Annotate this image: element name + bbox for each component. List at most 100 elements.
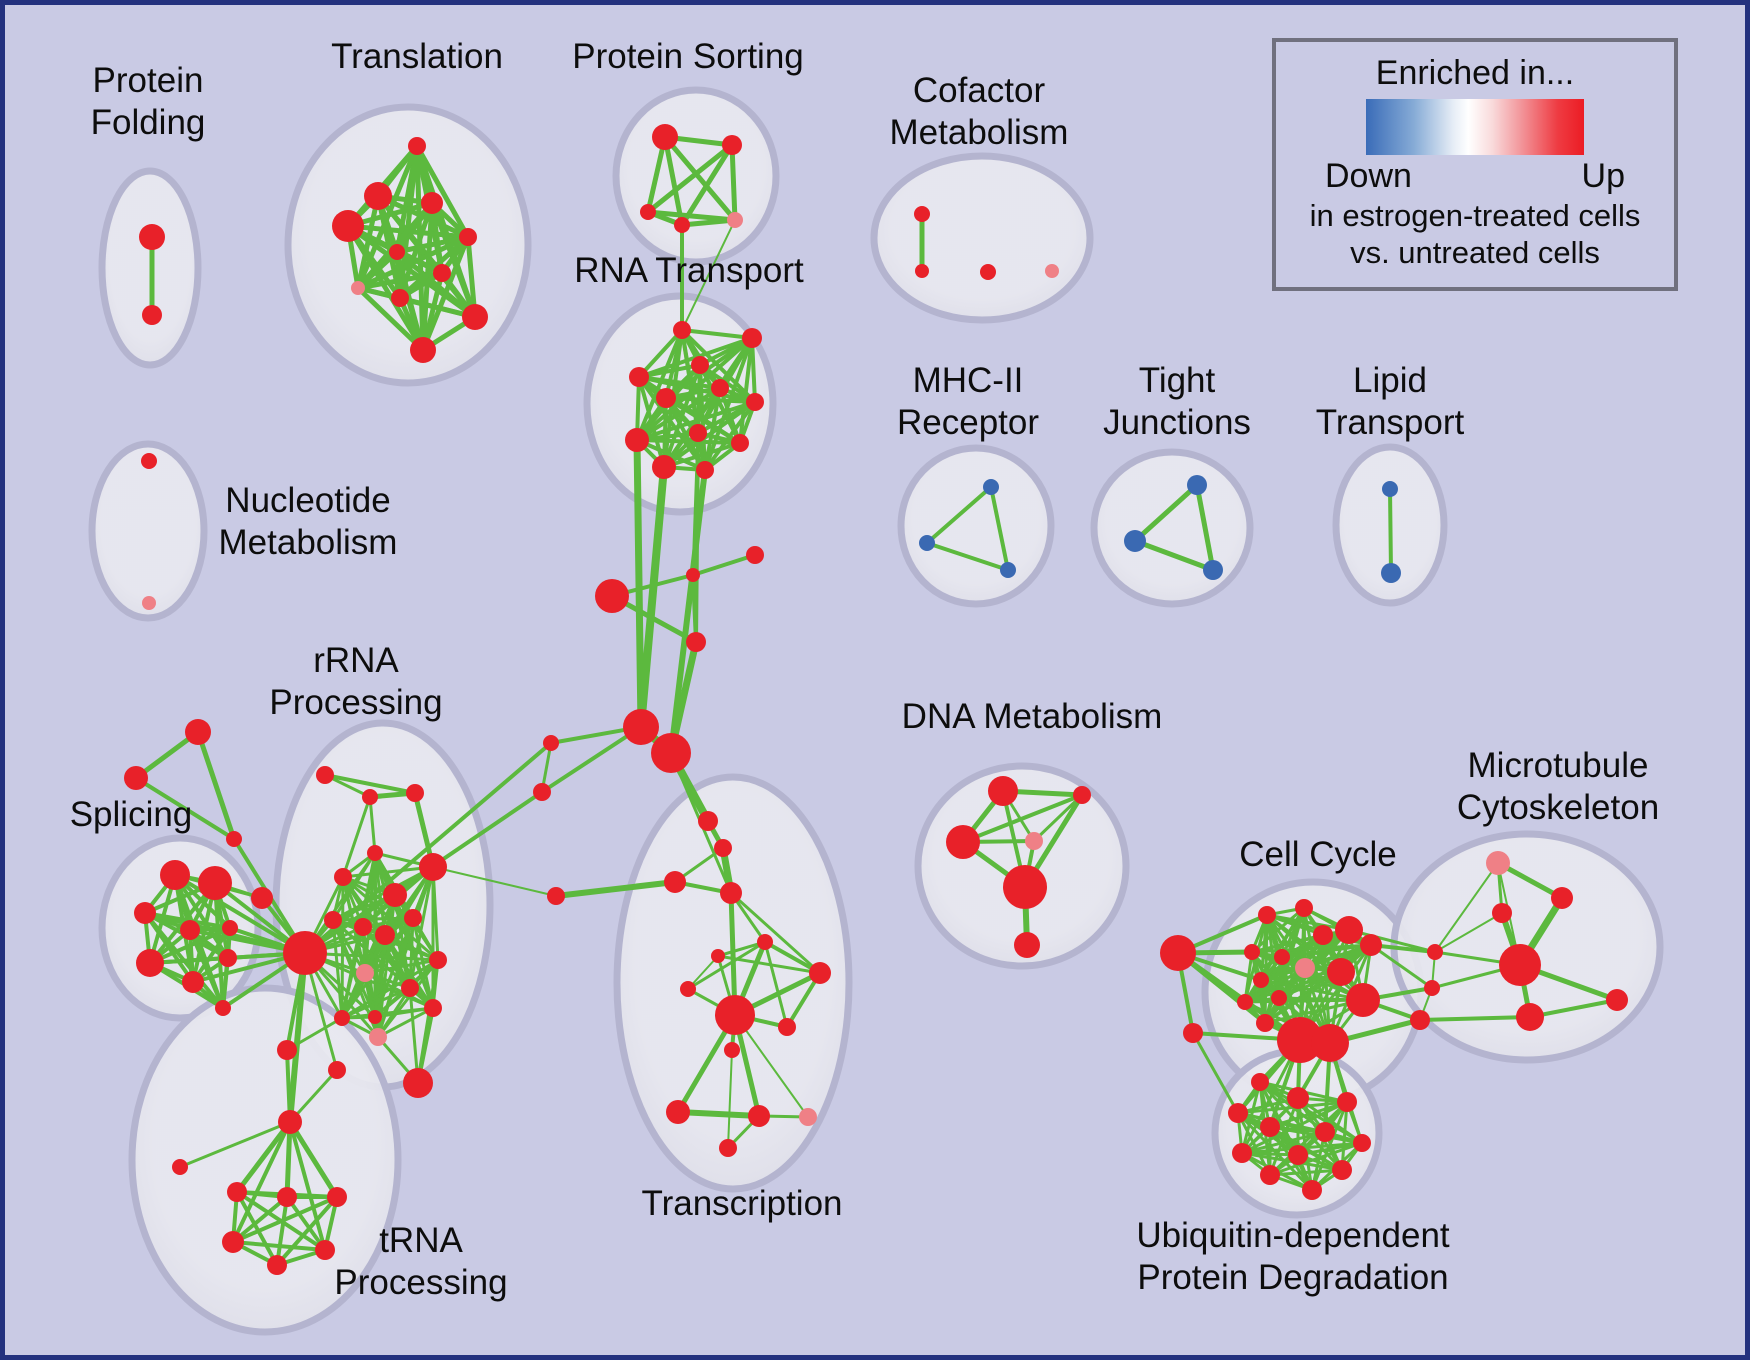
cluster-label-cofactor-metabolism-line1: Cofactor — [913, 71, 1046, 110]
gene-set-node-tj2 — [1124, 530, 1146, 552]
gene-set-node-sp1 — [160, 860, 190, 890]
gene-set-node-tn7 — [267, 1255, 287, 1275]
network-edge — [1259, 978, 1365, 1002]
gene-set-node-mh2 — [919, 535, 935, 551]
gene-set-node-cc10 — [1327, 958, 1355, 986]
gene-set-node-cc7 — [1244, 944, 1260, 960]
gene-set-node-tr8 — [351, 281, 365, 295]
cluster-ellipse-cofactor-metabolism — [870, 152, 1094, 324]
network-edge — [668, 467, 708, 756]
gene-set-node-lt2 — [1381, 563, 1401, 583]
gene-set-node-ps4 — [674, 217, 690, 233]
network-edge — [1268, 1168, 1344, 1177]
gene-set-node-tn1 — [172, 1159, 188, 1175]
gene-set-node-tn4 — [327, 1187, 347, 1207]
network-edge — [691, 573, 698, 644]
gene-set-node-rr7 — [383, 883, 407, 907]
gene-set-node-ub8 — [1232, 1143, 1252, 1163]
gene-set-node-mh3 — [1000, 562, 1016, 578]
network-edge — [691, 431, 700, 577]
gene-set-node-dm4 — [1025, 832, 1043, 850]
cluster-ellipse-nucleotide-metabolism — [88, 440, 208, 622]
gene-set-node-nm1 — [141, 453, 157, 469]
cluster-label-tight-junctions-line2: Junctions — [1103, 403, 1251, 442]
gene-set-node-sp5 — [222, 920, 238, 936]
network-edge — [275, 1195, 339, 1267]
network-edge — [728, 890, 738, 1018]
gene-set-node-rt1 — [673, 321, 691, 339]
cluster-label-protein-folding-line1: Protein — [93, 61, 204, 100]
gene-set-node-ub6 — [1315, 1122, 1335, 1142]
gene-set-node-tn6 — [315, 1240, 335, 1260]
gene-set-node-cc8 — [1274, 949, 1290, 965]
network-edge — [355, 285, 426, 353]
gene-set-node-tr9 — [391, 289, 409, 307]
network-edge — [287, 950, 308, 1125]
network-edge — [432, 866, 557, 897]
gene-set-node-cc11 — [1253, 972, 1269, 988]
gene-set-node-cx — [547, 887, 565, 905]
gene-set-node-ps3 — [640, 204, 656, 220]
network-edge — [662, 441, 742, 469]
network-edge — [408, 986, 420, 1085]
gene-set-node-lt1 — [1382, 481, 1398, 497]
gene-set-node-tx7 — [809, 962, 831, 984]
gene-set-node-dm2 — [1073, 786, 1091, 804]
network-edge — [645, 142, 735, 215]
gene-set-node-spt3 — [226, 831, 242, 847]
legend-gradient-bar — [1366, 99, 1584, 155]
gene-set-node-tx12 — [666, 1100, 690, 1124]
network-edge — [1194, 482, 1216, 573]
gene-set-node-mt8 — [1606, 989, 1628, 1011]
gene-set-node-mt7 — [1516, 1003, 1544, 1031]
network-edge — [1032, 793, 1084, 843]
gene-set-node-nm2 — [142, 596, 156, 610]
cluster-label-mhc-ii-receptor-line2: Receptor — [897, 403, 1039, 442]
gene-set-node-mid4 — [686, 632, 706, 652]
network-edge — [635, 438, 742, 445]
network-edge — [231, 1195, 289, 1244]
gene-set-node-ub12 — [1302, 1180, 1322, 1200]
gene-set-node-cc16 — [1277, 1017, 1323, 1063]
gene-set-node-dm1 — [988, 776, 1018, 806]
gene-set-node-rr12 — [429, 951, 447, 969]
gene-set-node-tr6 — [389, 244, 405, 260]
gene-set-node-cc14 — [1346, 983, 1380, 1017]
network-edge — [345, 223, 426, 353]
gene-set-node-ub4 — [1228, 1103, 1248, 1123]
gene-set-node-rt4 — [629, 367, 649, 387]
gene-set-node-cc0 — [1160, 935, 1196, 971]
gene-set-node-ub9 — [1288, 1145, 1308, 1165]
network-edge — [1434, 862, 1499, 953]
gene-set-node-tr1 — [408, 137, 426, 155]
gene-set-node-rt12 — [696, 461, 714, 479]
network-edge — [355, 249, 400, 291]
cluster-label-lipid-transport-line2: Transport — [1316, 403, 1465, 442]
network-edge — [134, 776, 236, 841]
gene-set-node-tj1 — [1187, 475, 1207, 495]
gene-set-node-tx15 — [719, 1139, 737, 1157]
network-edge — [662, 134, 738, 223]
network-edge — [637, 463, 668, 731]
network-edge — [1132, 538, 1216, 573]
gene-set-node-mid3 — [595, 579, 629, 613]
gene-set-node-ps2 — [722, 135, 742, 155]
gene-set-node-hub2 — [651, 733, 691, 773]
gene-set-node-tr3 — [332, 210, 364, 242]
network-edge — [1296, 1096, 1314, 1192]
gene-set-node-sp8 — [219, 949, 237, 967]
gene-set-node-sp9 — [215, 1000, 231, 1016]
network-edge — [703, 400, 757, 472]
gene-set-node-rr23 — [328, 1061, 346, 1079]
network-edge — [394, 249, 478, 320]
network-edge — [355, 270, 445, 291]
gene-set-node-spt2 — [124, 766, 148, 790]
cluster-label-nucleotide-metabolism-line1: Nucleotide — [225, 481, 390, 520]
gene-set-node-sp2 — [198, 866, 232, 900]
network-edge — [1369, 943, 1434, 990]
network-edge — [331, 918, 344, 1020]
cluster-label-protein-folding-line2: Folding — [91, 103, 206, 142]
network-edge — [285, 1195, 327, 1252]
